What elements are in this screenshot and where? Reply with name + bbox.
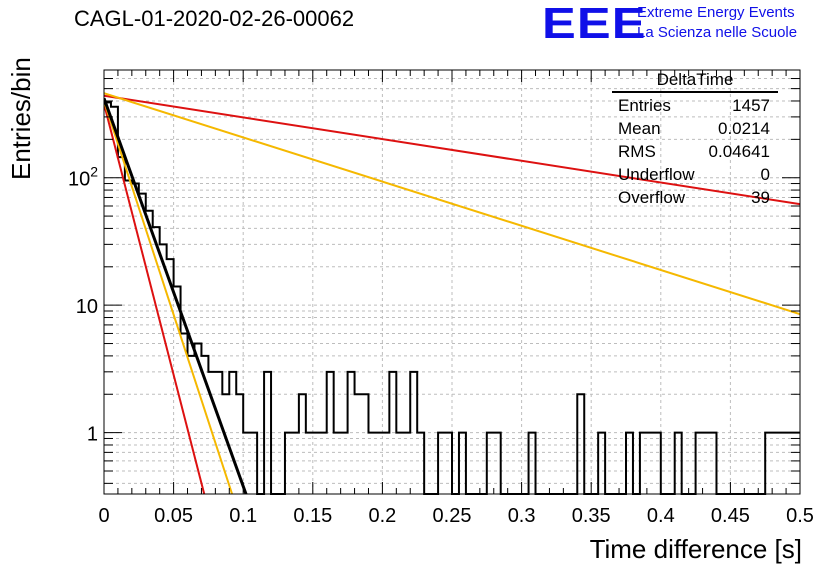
x-tick-label: 0.3 (508, 505, 536, 527)
x-tick-label: 0.15 (293, 505, 332, 527)
stats-row-entries: Entries 1457 (612, 94, 778, 117)
grid-lines (103, 69, 801, 494)
stats-row-underflow: Underflow 0 (612, 163, 778, 186)
stats-value: 0.0214 (718, 119, 770, 138)
stats-row-rms: RMS 0.04641 (612, 140, 778, 163)
x-tick-label: 0.45 (711, 505, 750, 527)
x-tick-label: 0.2 (368, 505, 396, 527)
stats-value: 0 (760, 165, 770, 184)
fit-line-2 (104, 92, 800, 316)
eee-logo: EEE (542, 0, 647, 48)
stats-label: Underflow (618, 165, 695, 184)
y-tick-label: 10 (76, 296, 98, 318)
x-tick-label: 0.05 (154, 505, 193, 527)
y-axis-label-text: Entries/bin (6, 57, 36, 180)
y-tick-label: 1 (87, 424, 98, 446)
x-axis-label: Time difference [s] (589, 534, 802, 564)
stats-value: 39 (751, 188, 770, 207)
histogram-bars (104, 101, 800, 495)
x-tick-label: 0.35 (572, 505, 611, 527)
stats-label: RMS (618, 142, 656, 161)
chart-title: CAGL-01-2020-02-26-00062 (74, 6, 355, 31)
y-tick-labels: 1 10 102 (68, 164, 98, 446)
y-tick-label: 102 (68, 164, 98, 191)
x-tick-label: 0.4 (647, 505, 675, 527)
x-tick-labels: 0 0.05 0.1 0.15 0.2 0.25 0.3 0.35 0.4 0.45 0.5 (98, 505, 813, 527)
fit-line-4 (104, 100, 234, 494)
logo-line-1: Extreme Energy Events (637, 4, 795, 21)
fit-line-3 (104, 103, 206, 494)
stats-label: Entries (618, 96, 671, 115)
stats-row-overflow: Overflow 39 (612, 186, 778, 209)
fit-line-1 (104, 94, 800, 206)
stats-title: DeltaTime (612, 70, 778, 93)
stats-label: Overflow (618, 188, 686, 207)
stats-value: 0.04641 (708, 142, 770, 161)
stats-row-mean: Mean 0.0214 (612, 117, 778, 140)
x-tick-label: 0.25 (433, 505, 472, 527)
stats-value: 1457 (732, 96, 770, 115)
x-tick-label: 0.1 (229, 505, 257, 527)
fit-lines (104, 92, 800, 494)
x-tick-label: 0.5 (786, 505, 814, 527)
stats-box: DeltaTime Entries 1457 Mean 0.0214 RMS 0… (612, 70, 778, 209)
axis-ticks (103, 69, 801, 494)
x-tick-label: 0 (98, 505, 109, 527)
logo-line-2: La Scienza nelle Scuole (637, 24, 798, 41)
stats-label: Mean (618, 119, 661, 138)
fit-line-5 (104, 97, 248, 494)
histogram-outline (104, 101, 800, 495)
y-axis-label: Entries/bin (6, 57, 37, 180)
